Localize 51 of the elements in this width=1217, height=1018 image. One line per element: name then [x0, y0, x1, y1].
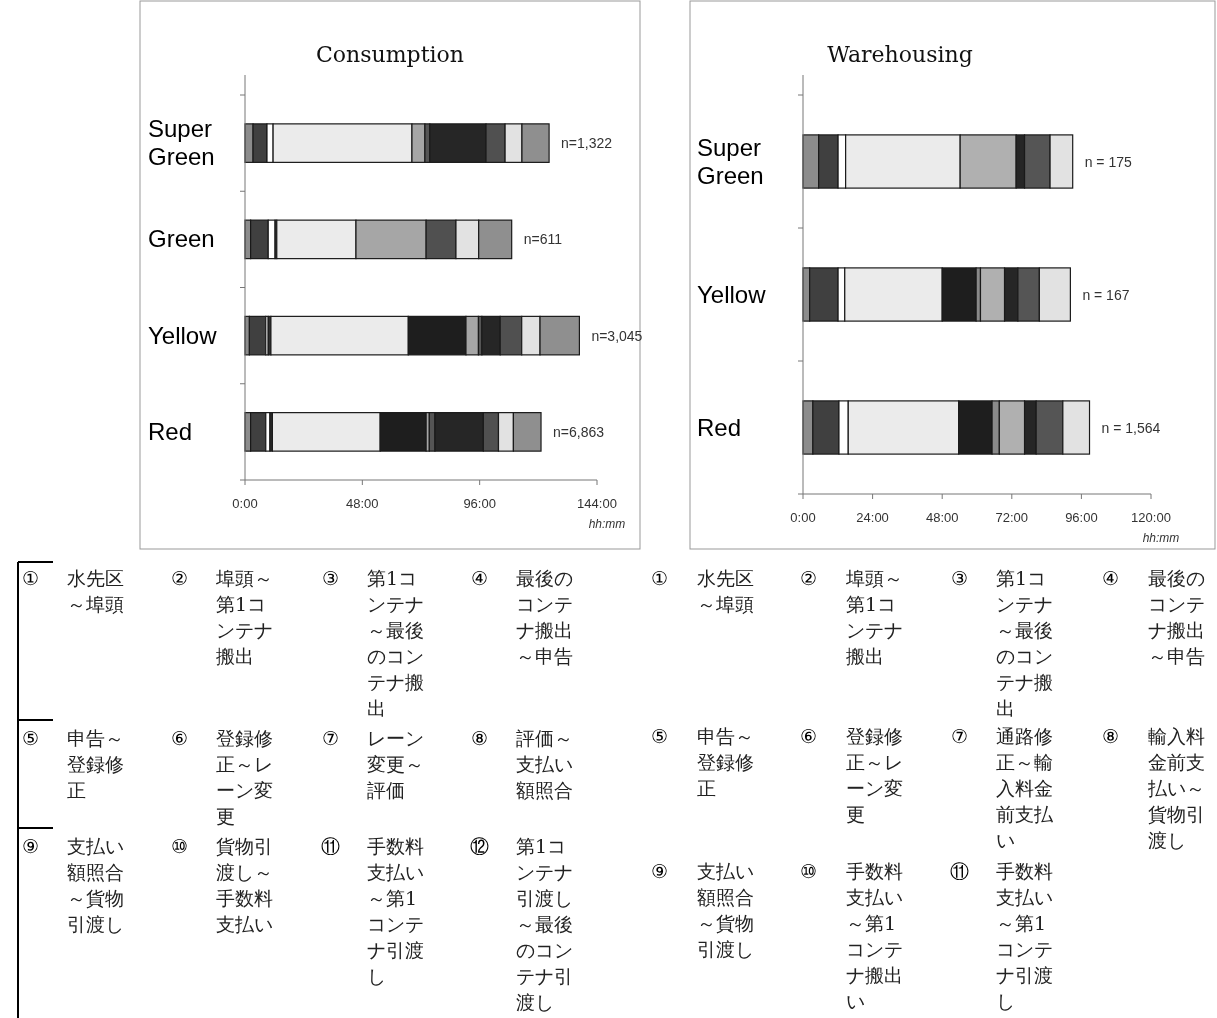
- x-axis-title: hh:mm: [588, 517, 626, 531]
- text: ⑧ 輸入料金前支払い～貨物引渡し: [1101, 725, 1205, 851]
- x-tick-label: 24:00: [856, 510, 889, 525]
- text: ⑦ 通路修正～輸入料金前支払い: [950, 725, 1053, 851]
- text: ④ 最後のコンテナ搬出～申告: [1101, 567, 1205, 667]
- text: ⑥ 登録修正～レーン変更: [170, 727, 273, 827]
- annotation: n = 1,564: [1101, 419, 1161, 436]
- text: ⑩ 貨物引渡し～手数料支払い: [170, 835, 273, 935]
- x-tick-label: 48:00: [346, 496, 379, 511]
- text: ⑪ 手数料支払い～第1コンテナ引渡し: [320, 835, 424, 987]
- y-tick-label: Yellow: [148, 321, 218, 349]
- text: ③ 第1コンテナ～最後のコンテナ搬出: [950, 567, 1053, 719]
- text: ① 水先区～埠頭: [21, 567, 124, 615]
- text: ④ 最後のコンテナ搬出～申告: [470, 567, 573, 667]
- text: ② 埠頭～第1コンテナ搬出: [170, 567, 273, 667]
- annotation: n=1,322: [561, 135, 613, 152]
- x-tick-label: 72:00: [995, 510, 1029, 525]
- text: ③ 第1コンテナ～最後のコンテナ搬出: [321, 567, 424, 719]
- annotation: n=3,045: [591, 327, 643, 344]
- chart-title: Consumption: [316, 42, 464, 67]
- chart-title: Warehousing: [827, 42, 973, 67]
- annotation: n=6,863: [553, 423, 605, 440]
- x-tick-label: 96:00: [463, 496, 496, 511]
- text: ⑪ 手数料支払い～第1コンテナ引渡し: [949, 860, 1053, 1012]
- y-tick-label: Super Green: [697, 133, 764, 189]
- x-axis-title: hh:mm: [1142, 531, 1180, 545]
- x-tick-label: 144:00: [577, 496, 617, 511]
- text: ⑦ レーン変更～評価: [321, 727, 424, 801]
- y-tick-label: Green: [148, 225, 215, 253]
- text: ⑤ 申告～登録修正: [21, 727, 124, 801]
- text: ② 埠頭～第1コンテナ搬出: [799, 567, 903, 667]
- y-tick-label: Red: [148, 417, 193, 445]
- x-tick-label: 0:00: [790, 510, 816, 525]
- annotation: n = 175: [1084, 153, 1133, 170]
- y-tick-label: Red: [697, 413, 742, 441]
- text: ⑧ 評価～支払い額照合: [470, 727, 573, 801]
- text: ⑥ 登録修正～レーン変更: [799, 725, 903, 825]
- text: ⑩ 手数料支払い～第1コンテナ搬出い: [799, 860, 903, 1012]
- annotation: n = 167: [1082, 286, 1130, 303]
- text: ⑨ 支払い額照合～貨物引渡し: [650, 860, 754, 960]
- x-tick-label: 0:00: [232, 496, 258, 511]
- text: ⑨ 支払い額照合～貨物引渡し: [21, 835, 124, 935]
- x-tick-label: 96:00: [1065, 510, 1098, 525]
- text: ⑤ 申告～登録修正: [650, 725, 754, 799]
- annotation: n=611: [523, 231, 563, 248]
- text: ⑫ 第1コンテナ引渡し～最後のコンテナ引渡し: [469, 835, 573, 1013]
- y-tick-label: Yellow: [697, 280, 767, 308]
- y-tick-label: Super Green: [148, 115, 215, 171]
- x-tick-label: 48:00: [925, 510, 959, 525]
- x-tick-label: 120:00: [1131, 510, 1171, 525]
- text: ① 水先区～埠頭: [650, 567, 754, 615]
